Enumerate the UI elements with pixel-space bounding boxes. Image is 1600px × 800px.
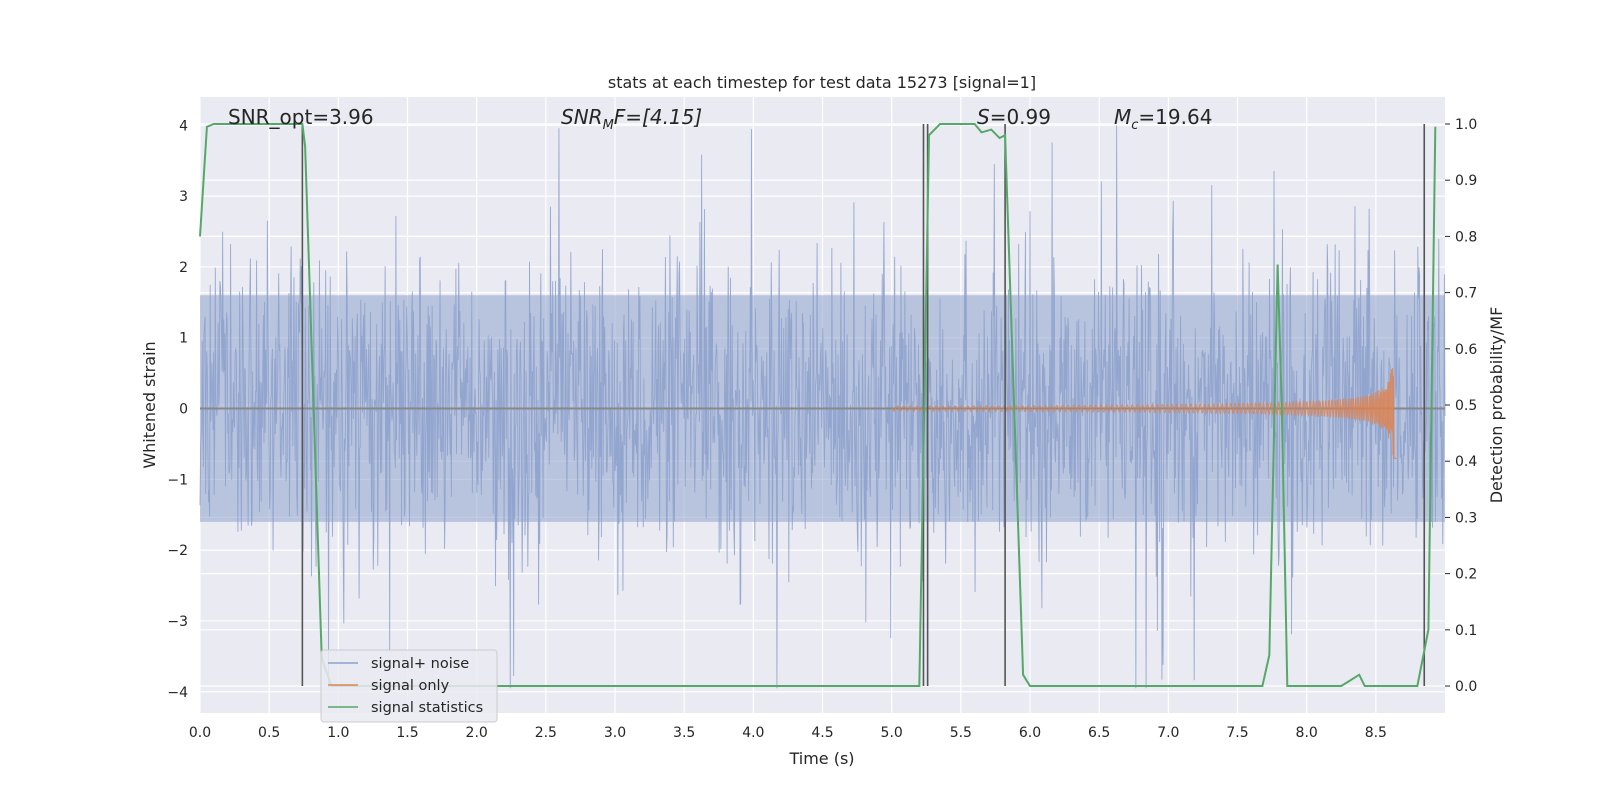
legend: signal+ noise signal only signal statist… xyxy=(320,649,498,723)
legend-label-signal-statistics: signal statistics xyxy=(371,700,483,716)
y-left-tick-label: −1 xyxy=(167,472,188,488)
y-left-tick-label: −2 xyxy=(167,543,188,559)
y-left-tick-label: −3 xyxy=(167,614,188,630)
y-right-tick-label: 0.0 xyxy=(1455,679,1477,695)
y-left-tick-label: 0 xyxy=(179,402,188,418)
legend-label-signal-noise: signal+ noise xyxy=(371,656,469,672)
y-right-tick-label: 0.4 xyxy=(1455,454,1477,470)
annotation-snr-opt: SNR_opt=3.96 xyxy=(228,105,374,129)
signal-chirp xyxy=(891,367,1397,459)
statistics-line xyxy=(199,122,1437,688)
x-tick-label: 6.5 xyxy=(1088,725,1110,741)
y-right-tick-label: 0.1 xyxy=(1455,623,1477,639)
legend-label-signal-only: signal only xyxy=(371,678,450,694)
x-tick-label: 1.0 xyxy=(327,725,349,741)
x-axis-label: Time (s) xyxy=(788,749,854,768)
x-tick-label: 0.5 xyxy=(258,725,280,741)
x-tick-label: 0.0 xyxy=(189,725,211,741)
series-signal-statistics xyxy=(199,122,1437,688)
x-tick-label: 3.0 xyxy=(604,725,626,741)
chart-title: stats at each timestep for test data 152… xyxy=(608,73,1036,92)
x-tick-label: 6.0 xyxy=(1019,725,1041,741)
y-right-tick-label: 0.2 xyxy=(1455,567,1477,583)
x-tick-label: 7.0 xyxy=(1157,725,1179,741)
y-left-tick-label: 3 xyxy=(179,189,188,205)
y-left-tick-label: 2 xyxy=(179,260,188,276)
y-left-tick-label: 1 xyxy=(179,331,188,347)
x-tick-label: 1.5 xyxy=(396,725,418,741)
y-right-tick-label: 0.3 xyxy=(1455,510,1477,526)
legend-box xyxy=(320,649,498,723)
x-tick-label: 3.5 xyxy=(673,725,695,741)
annotation-snr-mf-rest: F=[4.15] xyxy=(614,105,702,129)
annotation-mc-label: M xyxy=(1114,105,1131,129)
x-tick-label: 2.5 xyxy=(535,725,557,741)
x-tick-label: 4.5 xyxy=(811,725,833,741)
y-right-tick-label: 0.5 xyxy=(1455,398,1477,414)
series-signal-only xyxy=(200,367,1445,459)
x-tick-label: 2.0 xyxy=(466,725,488,741)
y-right-tick-label: 0.7 xyxy=(1455,286,1477,302)
annotation-snr-mf-sub: M xyxy=(603,118,614,133)
annotation-mc: Mc=19.64 xyxy=(1114,105,1212,133)
y-right-tick-label: 0.9 xyxy=(1455,173,1477,189)
x-tick-label: 8.5 xyxy=(1365,725,1387,741)
y-right-tick-label: 1.0 xyxy=(1455,117,1477,133)
y-right-tick-label: 0.6 xyxy=(1455,342,1477,358)
annotation-s: S=0.99 xyxy=(977,105,1051,129)
annotation-s-value: =0.99 xyxy=(990,105,1051,129)
y-left-tick-label: −4 xyxy=(167,685,188,701)
annotation-s-label: S xyxy=(977,105,990,129)
x-tick-label: 8.0 xyxy=(1296,725,1318,741)
x-tick-label: 5.5 xyxy=(950,725,972,741)
annotation-mc-value: =19.64 xyxy=(1138,105,1212,129)
y-right-tick-label: 0.8 xyxy=(1455,229,1477,245)
axis-ticks: 0.0 0.5 1.0 1.5 2.0 2.5 3.0 3.5 4.0 4.5 5.0 5.5 6.0 6… xyxy=(167,117,1477,741)
y-axis-left-label: Whitened strain xyxy=(140,341,159,468)
annotation-snr-mf: SNRMF=[4.15] xyxy=(561,105,702,133)
x-tick-label: 7.5 xyxy=(1226,725,1248,741)
x-tick-label: 4.0 xyxy=(742,725,764,741)
y-left-tick-label: 4 xyxy=(179,118,188,134)
y-axis-right-label: Detection probability/MF xyxy=(1487,307,1506,504)
annotation-snr-mf-base: SNR xyxy=(561,105,603,129)
x-tick-label: 5.0 xyxy=(881,725,903,741)
annotation-mc-sub: c xyxy=(1131,118,1138,133)
